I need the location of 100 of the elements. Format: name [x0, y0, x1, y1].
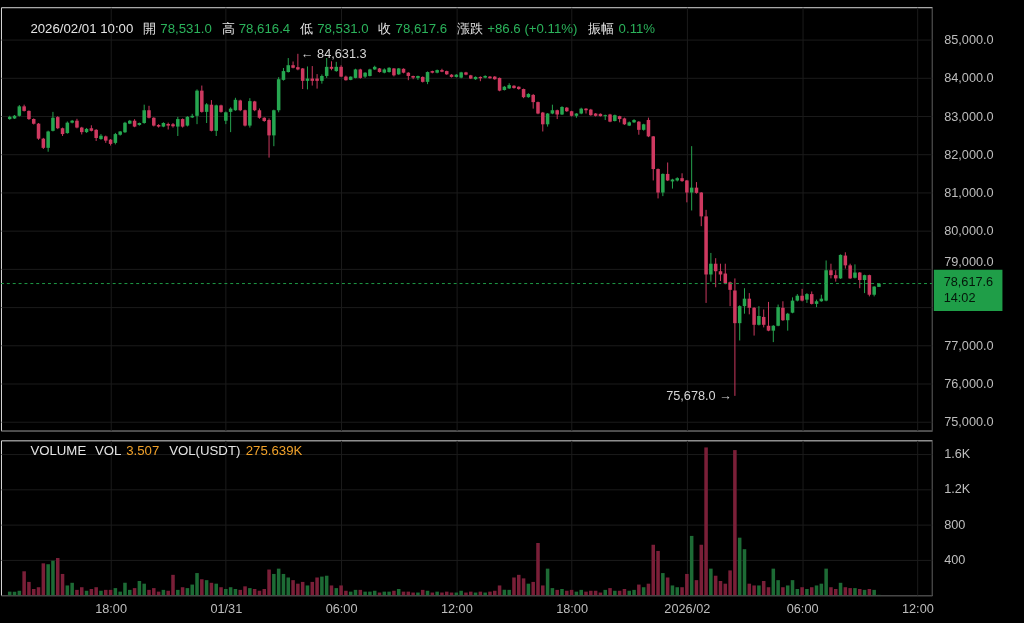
y-tick-label: 81,000.0	[944, 184, 994, 200]
y-tick-label: 1.2K	[944, 481, 971, 497]
x-tick-label: 18:00	[556, 601, 589, 617]
y-tick-label: 85,000.0	[944, 32, 994, 48]
bar	[560, 588, 564, 596]
bar	[435, 591, 439, 596]
bar	[387, 591, 391, 596]
annotation: 3.507	[126, 443, 160, 459]
bar	[603, 589, 607, 596]
candlestick	[99, 133, 103, 141]
bar	[824, 568, 828, 596]
y-tick-label: 1.6K	[944, 446, 971, 462]
y-tick-label: 400	[944, 552, 966, 568]
annotation: 2026/02/01 10:00	[30, 20, 134, 36]
x-tick-label: 12:00	[901, 601, 934, 617]
y-tick-label: 84,000.0	[944, 70, 994, 86]
annotation: 78,617.6	[395, 20, 448, 36]
bar	[286, 577, 291, 596]
annotation: 收	[378, 20, 392, 36]
x-tick-label: 18:00	[95, 601, 127, 617]
annotation: ← 84,631.3	[300, 45, 367, 61]
annotation: VOL	[94, 443, 122, 459]
bar	[833, 588, 838, 596]
candlestick	[656, 167, 660, 199]
candlestick	[200, 85, 204, 114]
candlestick	[176, 116, 180, 137]
x-tick-label: 06:00	[786, 601, 819, 617]
y-tick-label: 800	[944, 516, 966, 532]
candlestick	[320, 73, 324, 85]
bar	[857, 588, 862, 596]
annotation: 78,531.0	[160, 20, 212, 36]
bar	[781, 587, 785, 596]
candlestick	[853, 263, 857, 279]
bar	[805, 588, 809, 596]
annotation: 275.639K	[245, 443, 303, 459]
bar	[79, 587, 84, 596]
candlestick	[632, 118, 636, 124]
x-tick-label: 06:00	[325, 601, 358, 617]
y-tick-label: 76,000.0	[944, 375, 994, 391]
candlestick	[800, 288, 804, 302]
bar	[94, 587, 98, 596]
annotation: VOL(USDT)	[169, 443, 241, 459]
bar	[214, 583, 218, 596]
bar	[248, 588, 252, 596]
annotation: 漲跌	[456, 20, 483, 36]
candlestick	[416, 75, 420, 81]
candlestick	[315, 73, 319, 90]
bar	[637, 584, 641, 596]
bar	[392, 590, 396, 596]
ref-line-label: 78,617.6 14:02	[943, 274, 994, 306]
bar	[142, 583, 146, 596]
bar	[800, 587, 804, 596]
annotation: 78,616.4	[238, 20, 291, 36]
bar	[507, 589, 511, 596]
y-tick-label: 83,000.0	[944, 108, 994, 124]
bar	[757, 585, 761, 596]
bar	[853, 588, 857, 596]
y-tick-label: 82,000.0	[944, 146, 994, 162]
bar	[224, 588, 228, 596]
bar	[872, 589, 876, 596]
bar	[200, 579, 204, 596]
y-tick-label: 75,000.0	[944, 414, 994, 430]
annotation: 75,678.0 →	[666, 387, 732, 403]
bar	[565, 590, 569, 596]
annotation: 開	[143, 20, 157, 36]
bar	[555, 589, 559, 596]
candlestick	[142, 104, 146, 125]
annotation: 78,531.0	[317, 20, 369, 36]
bar	[99, 590, 103, 596]
bar	[444, 591, 449, 596]
bar	[315, 577, 319, 596]
bar	[675, 587, 680, 596]
bar	[272, 573, 276, 596]
bar	[608, 588, 612, 596]
bar	[219, 587, 223, 596]
bar	[104, 589, 108, 596]
bar	[651, 544, 656, 596]
y-tick-label: 80,000.0	[944, 223, 994, 239]
annotation: 低	[300, 20, 314, 36]
y-tick-label: 79,000.0	[944, 254, 994, 270]
x-tick-label: 01/31	[210, 601, 243, 617]
annotation: 振幅	[588, 20, 615, 36]
bar	[70, 582, 74, 596]
annotation: +86.6 (+0.11%)	[487, 20, 578, 36]
x-tick-label: 12:00	[440, 601, 473, 617]
candlestick	[781, 300, 785, 322]
candlestick	[661, 172, 665, 197]
y-tick-label: 77,000.0	[944, 337, 994, 353]
bar	[579, 589, 583, 596]
bar	[320, 576, 324, 596]
bar	[459, 590, 463, 596]
annotation: 0.11%	[618, 20, 656, 36]
bar	[613, 590, 617, 596]
bar	[709, 568, 713, 596]
annotation: 高	[221, 20, 235, 36]
bar	[661, 573, 665, 596]
candlestick	[752, 306, 756, 337]
candlestick	[829, 263, 833, 279]
bar	[752, 585, 756, 596]
bar	[704, 447, 708, 596]
